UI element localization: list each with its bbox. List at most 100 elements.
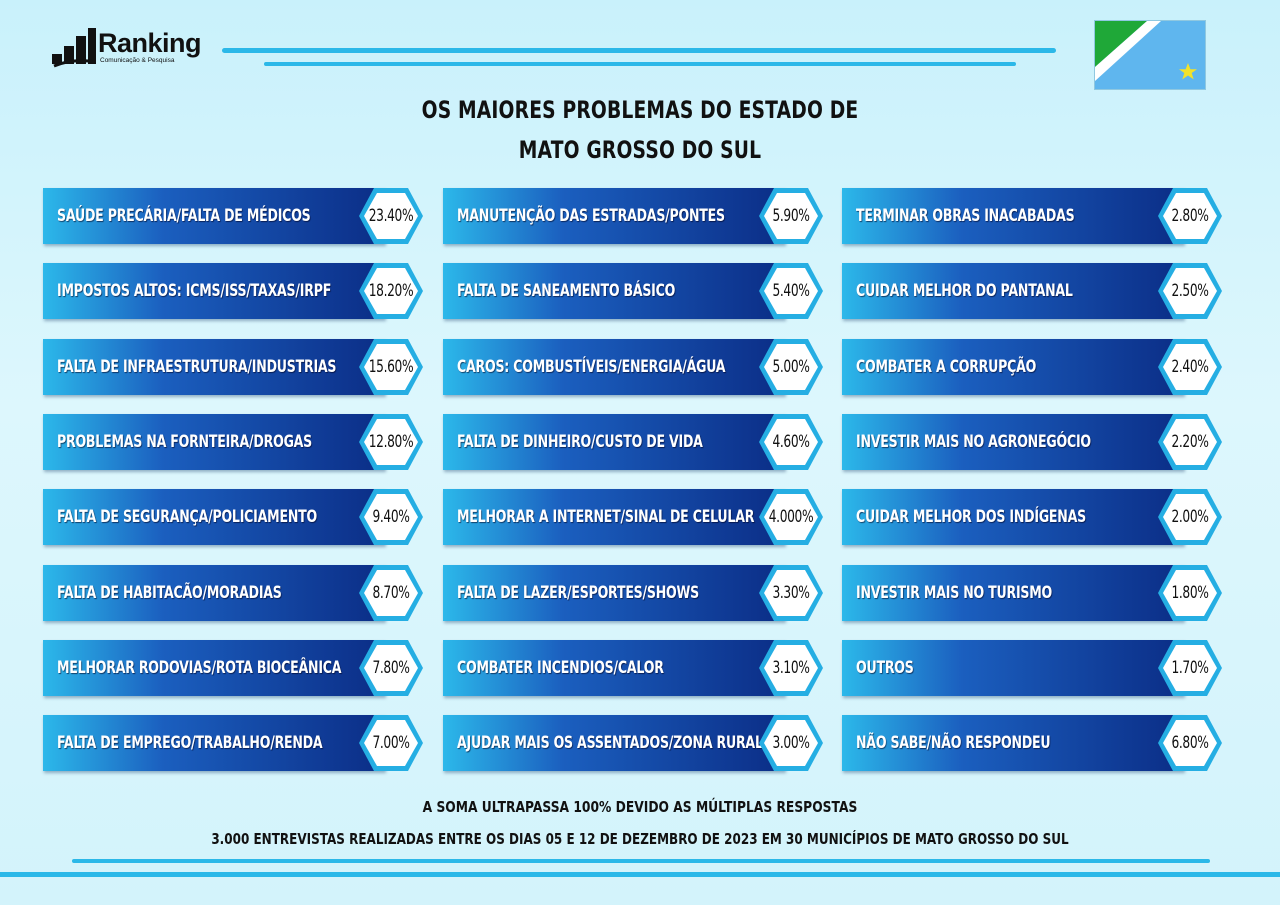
problem-bar: FALTA DE SANEAMENTO BÁSICO [443,263,785,319]
percentage-value: 3.00% [772,733,810,753]
problem-bar: CUIDAR MELHOR DOS INDÍGENAS [842,489,1184,545]
problem-card: COMBATER A CORRUPÇÃO 2.40% [842,337,1224,397]
percentage-value: 7.00% [372,733,410,753]
percentage-badge: 15.60% [357,337,425,397]
percentage-value: 2.00% [1171,507,1209,527]
percentage-value: 1.70% [1171,658,1209,678]
percentage-value: 1.80% [1171,583,1209,603]
problem-card: OUTROS 1.70% [842,638,1224,698]
problem-bar: CAROS: COMBUSTÍVEIS/ENERGIA/ÁGUA [443,339,785,395]
problem-bar: FALTA DE EMPREGO/TRABALHO/RENDA [43,715,385,771]
problem-bar: FALTA DE LAZER/ESPORTES/SHOWS [443,565,785,621]
percentage-value: 12.80% [368,432,414,452]
footer-accent-line-secondary [0,872,1280,877]
percentage-badge: 3.10% [757,638,825,698]
problem-label: PROBLEMAS NA FORNTEIRA/DROGAS [57,432,313,452]
percentage-badge: 6.80% [1156,713,1224,773]
ranking-logo-icon [52,28,96,68]
percentage-value: 4.000% [768,507,814,527]
problem-label: IMPOSTOS ALTOS: ICMS/ISS/TAXAS/IRPF [57,281,332,301]
problem-bar: PROBLEMAS NA FORNTEIRA/DROGAS [43,414,385,470]
problem-label: CUIDAR MELHOR DOS INDÍGENAS [856,507,1086,527]
problem-label: CUIDAR MELHOR DO PANTANAL [856,281,1073,301]
problem-label: FALTA DE LAZER/ESPORTES/SHOWS [457,583,700,603]
page-subtitle: MATO GROSSO DO SUL [518,136,762,164]
problem-bar: FALTA DE INFRAESTRUTURA/INDUSTRIAS [43,339,385,395]
percentage-badge: 8.70% [357,563,425,623]
percentage-badge: 7.00% [357,713,425,773]
problem-bar: OUTROS [842,640,1184,696]
percentage-badge: 3.30% [757,563,825,623]
percentage-value: 8.70% [372,583,410,603]
header-accent-line-secondary [264,62,1016,66]
problem-card: FALTA DE INFRAESTRUTURA/INDUSTRIAS 15.60% [43,337,425,397]
problem-card: FALTA DE DINHEIRO/CUSTO DE VIDA 4.60% [443,412,825,472]
problem-card: FALTA DE SANEAMENTO BÁSICO 5.40% [443,261,825,321]
percentage-value: 5.40% [772,281,810,301]
problem-card: MANUTENÇÃO DAS ESTRADAS/PONTES 5.90% [443,186,825,246]
percentage-badge: 12.80% [357,412,425,472]
problem-bar: MANUTENÇÃO DAS ESTRADAS/PONTES [443,188,785,244]
problem-card: INVESTIR MAIS NO AGRONEGÓCIO 2.20% [842,412,1224,472]
footer-accent-line [72,859,1210,863]
problem-bar: FALTA DE DINHEIRO/CUSTO DE VIDA [443,414,785,470]
page-title: OS MAIORES PROBLEMAS DO ESTADO DE [421,96,859,124]
problem-card: AJUDAR MAIS OS ASSENTADOS/ZONA RURAL 3.00… [443,713,825,773]
percentage-value: 4.60% [772,432,810,452]
percentage-value: 2.20% [1171,432,1209,452]
problem-label: FALTA DE INFRAESTRUTURA/INDUSTRIAS [57,357,337,377]
problem-bar: FALTA DE SEGURANÇA/POLICIAMENTO [43,489,385,545]
problem-label: FALTA DE SEGURANÇA/POLICIAMENTO [57,507,317,527]
problem-card: CAROS: COMBUSTÍVEIS/ENERGIA/ÁGUA 5.00% [443,337,825,397]
ranking-logo: Ranking Comunicação & Pesquisa [52,26,212,70]
percentage-value: 3.10% [772,658,810,678]
problem-card: MELHORAR A INTERNET/SINAL DE CELULAR 4.00… [443,487,825,547]
percentage-badge: 23.40% [357,186,425,246]
problem-card: CUIDAR MELHOR DOS INDÍGENAS 2.00% [842,487,1224,547]
percentage-value: 6.80% [1171,733,1209,753]
percentage-badge: 4.000% [757,487,825,547]
problem-card: SAÚDE PRECÁRIA/FALTA DE MÉDICOS 23.40% [43,186,425,246]
problem-bar: MELHORAR RODOVIAS/ROTA BIOCEÂNICA [43,640,385,696]
footnote-multiple-answers: A SOMA ULTRAPASSA 100% DEVIDO AS MÚLTIPL… [422,798,858,816]
problem-label: MANUTENÇÃO DAS ESTRADAS/PONTES [457,206,725,226]
problem-card: PROBLEMAS NA FORNTEIRA/DROGAS 12.80% [43,412,425,472]
percentage-badge: 1.70% [1156,638,1224,698]
problem-card: CUIDAR MELHOR DO PANTANAL 2.50% [842,261,1224,321]
percentage-badge: 5.90% [757,186,825,246]
problem-label: CAROS: COMBUSTÍVEIS/ENERGIA/ÁGUA [457,357,726,377]
problem-label: INVESTIR MAIS NO AGRONEGÓCIO [856,432,1091,452]
problem-card: COMBATER INCENDIOS/CALOR 3.10% [443,638,825,698]
problem-card: FALTA DE HABITACÃO/MORADIAS 8.70% [43,563,425,623]
problem-card: MELHORAR RODOVIAS/ROTA BIOCEÂNICA 7.80% [43,638,425,698]
problem-bar: COMBATER A CORRUPÇÃO [842,339,1184,395]
problem-label: AJUDAR MAIS OS ASSENTADOS/ZONA RURAL [457,733,763,753]
percentage-value: 23.40% [368,206,414,226]
percentage-badge: 5.00% [757,337,825,397]
problem-bar: CUIDAR MELHOR DO PANTANAL [842,263,1184,319]
percentage-value: 5.90% [772,206,810,226]
brand-tagline: Comunicação & Pesquisa [100,57,175,64]
problem-label: NÃO SABE/NÃO RESPONDEU [856,733,1051,753]
percentage-value: 18.20% [368,281,414,301]
problem-label: COMBATER A CORRUPÇÃO [856,357,1037,377]
percentage-value: 7.80% [372,658,410,678]
percentage-badge: 18.20% [357,261,425,321]
percentage-badge: 2.80% [1156,186,1224,246]
percentage-value: 3.30% [772,583,810,603]
problem-bar: NÃO SABE/NÃO RESPONDEU [842,715,1184,771]
percentage-value: 2.40% [1171,357,1209,377]
problem-bar: AJUDAR MAIS OS ASSENTADOS/ZONA RURAL [443,715,785,771]
mato-grosso-do-sul-flag-icon [1094,20,1206,90]
problem-label: MELHORAR RODOVIAS/ROTA BIOCEÂNICA [57,658,342,678]
problem-bar: INVESTIR MAIS NO AGRONEGÓCIO [842,414,1184,470]
problem-card: FALTA DE EMPREGO/TRABALHO/RENDA 7.00% [43,713,425,773]
percentage-value: 2.80% [1171,206,1209,226]
percentage-value: 5.00% [772,357,810,377]
problem-label: MELHORAR A INTERNET/SINAL DE CELULAR [457,507,755,527]
problem-bar: INVESTIR MAIS NO TURISMO [842,565,1184,621]
footnote-methodology: 3.000 ENTREVISTAS REALIZADAS ENTRE OS DI… [211,830,1069,848]
problem-label: FALTA DE DINHEIRO/CUSTO DE VIDA [457,432,703,452]
percentage-value: 15.60% [368,357,414,377]
problem-label: FALTA DE HABITACÃO/MORADIAS [57,583,282,603]
